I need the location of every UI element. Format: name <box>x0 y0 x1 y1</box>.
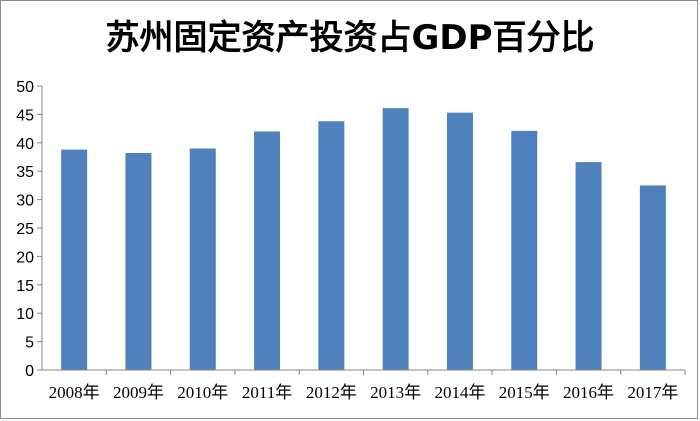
bar-2012年 <box>318 121 345 370</box>
x-tick-label: 2011年 <box>242 383 292 402</box>
bar-2017年 <box>639 185 666 370</box>
bar-2011年 <box>254 131 281 370</box>
y-tick-label: 25 <box>16 221 34 238</box>
y-tick-label: 50 <box>16 79 34 96</box>
y-tick-label: 35 <box>16 164 34 181</box>
y-tick-label: 10 <box>16 306 34 323</box>
bar-2008年 <box>61 149 88 370</box>
x-tick-label: 2008年 <box>49 383 100 402</box>
y-tick-label: 45 <box>16 107 34 124</box>
x-tick-label: 2009年 <box>113 383 164 402</box>
y-tick-label: 0 <box>25 363 34 380</box>
y-tick-label: 40 <box>16 136 34 153</box>
bars <box>61 108 666 371</box>
bar-2014年 <box>446 112 473 371</box>
x-tick-label: 2012年 <box>306 383 357 402</box>
bar-2013年 <box>382 108 409 370</box>
x-tick-label: 2014年 <box>434 383 485 402</box>
bar-2010年 <box>189 148 216 370</box>
y-tick-label: 30 <box>16 193 34 210</box>
chart-title: 苏州固定资产投资占GDP百分比 <box>105 18 595 58</box>
bar-2009年 <box>125 153 152 370</box>
x-tick-label: 2010年 <box>177 383 228 402</box>
y-tick-label: 15 <box>16 278 34 295</box>
x-axis-ticks: 2008年 2009年 2010年 2011年 2012年 2013年 2014年 2015年… <box>49 370 686 402</box>
x-tick-label: 2016年 <box>563 383 614 402</box>
x-tick-label: 2017年 <box>627 383 678 402</box>
x-tick-label: 2013年 <box>370 383 421 402</box>
y-tick-label: 5 <box>25 335 34 352</box>
y-tick-label: 20 <box>16 249 34 266</box>
y-axis-ticks: 0 5 10 15 20 25 30 35 40 45 50 <box>16 79 42 380</box>
x-tick-label: 2015年 <box>499 383 550 402</box>
bar-2016年 <box>575 162 602 370</box>
bar-2015年 <box>511 130 538 370</box>
